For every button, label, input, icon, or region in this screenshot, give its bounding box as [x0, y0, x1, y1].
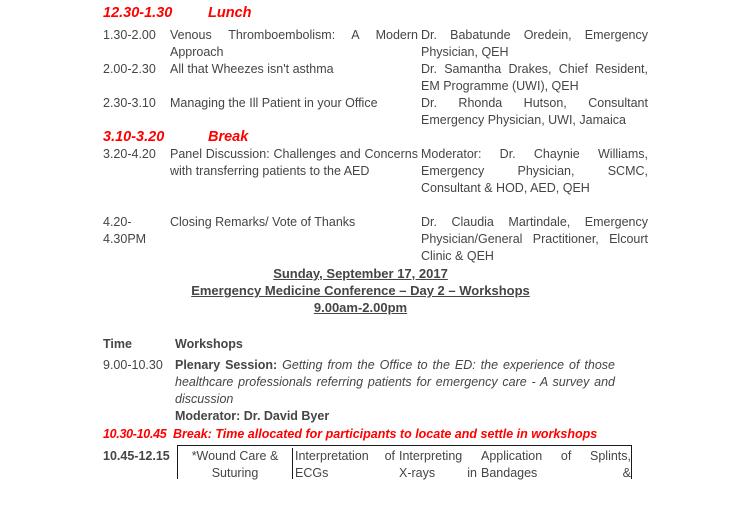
day2-title: Emergency Medicine Conference – Day 2 – …	[191, 283, 530, 298]
workshop-table-row: 10.45-12.15 *Wound Care & Suturing Inter…	[103, 445, 648, 480]
speaker-cell: Moderator: Dr. Chaynie Williams, Emergen…	[421, 147, 648, 195]
time-cell: 4.20-4.30PM	[103, 215, 147, 246]
time-cell: 1.30-2.00	[103, 28, 156, 42]
workshops-column-header: Workshops	[175, 337, 243, 351]
speaker-cell: Dr. Rhonda Hutson, Consultant Emergency …	[421, 96, 648, 127]
speaker-cell: Dr. Samantha Drakes, Chief Resident, EM …	[421, 62, 648, 93]
time-cell: 2.30-3.10	[103, 96, 156, 110]
break-time: 3.10-3.20	[103, 129, 165, 145]
session-title: Venous Thromboembolism: A Modern Approac…	[170, 28, 418, 59]
lunch-break-row: 12.30-1.30 Lunch	[103, 5, 648, 22]
schedule-row: 2.00-2.30 All that Wheezes isn't asthma …	[103, 61, 648, 95]
schedule-row: 3.20-4.20 Panel Discussion: Challenges a…	[103, 146, 648, 197]
session-title: Panel Discussion: Challenges and Concern…	[170, 147, 418, 178]
plenary-label: Plenary Session:	[175, 358, 278, 372]
workshop-table: *Wound Care & Suturing Interpretation of…	[177, 445, 632, 480]
schedule-row: 1.30-2.00 Venous Thromboembolism: A Mode…	[103, 27, 648, 61]
break-label: Lunch	[208, 5, 252, 21]
day2-column-header: Time Workshops	[103, 336, 648, 353]
time-column-header: Time	[103, 337, 132, 351]
time-cell: 3.20-4.20	[103, 147, 156, 161]
day2-break-row: 10.30-10.45 Break: Time allocated for pa…	[103, 426, 648, 443]
break-time: 10.30-10.45	[103, 427, 167, 441]
plenary-topic: Getting from the Office to the ED: the e…	[175, 358, 615, 406]
break-text: Break: Time allocated for participants t…	[173, 427, 598, 441]
schedule-row: 4.20-4.30PM Closing Remarks/ Vote of Tha…	[103, 214, 648, 265]
plenary-session-body: Plenary Session: Getting from the Office…	[175, 357, 615, 425]
plenary-description: Plenary Session: Getting from the Office…	[175, 357, 615, 408]
plenary-moderator: Moderator: Dr. David Byer	[175, 409, 330, 423]
workshop-cell-ecg: Interpretation of ECGs	[295, 449, 395, 480]
break-time: 12.30-1.30	[103, 5, 173, 21]
day2-date: Sunday, September 17, 2017	[273, 266, 448, 281]
plenary-session-row: 9.00-10.30 Plenary Session: Getting from…	[103, 357, 648, 425]
workshop-cell-wound-care: *Wound Care & Suturing	[178, 448, 293, 480]
speaker-cell: Dr. Claudia Martindale, Emergency Physic…	[421, 215, 648, 263]
workshop-cell-xray: Interpreting X-rays in	[399, 449, 477, 480]
workshop-cell-splints: Application of Splints, Bandages &	[481, 449, 631, 480]
schedule-row: 2.30-3.10 Managing the Ill Patient in yo…	[103, 95, 648, 129]
document-page: 12.30-1.30 Lunch 1.30-2.00 Venous Thromb…	[103, 5, 648, 480]
session-title: Managing the Ill Patient in your Office	[170, 96, 378, 110]
session-title: All that Wheezes isn't asthma	[170, 62, 334, 76]
time-cell: 2.00-2.30	[103, 62, 156, 76]
break-label: Break	[208, 129, 249, 145]
afternoon-break-row: 3.10-3.20 Break	[103, 129, 648, 146]
session-title: Closing Remarks/ Vote of Thanks	[170, 215, 356, 229]
time-cell: 9.00-10.30	[103, 358, 163, 372]
day2-heading-block: Sunday, September 17, 2017 Emergency Med…	[103, 265, 618, 316]
day2-hours: 9.00am-2.00pm	[313, 300, 408, 315]
time-cell: 10.45-12.15	[103, 449, 170, 463]
speaker-cell: Dr. Babatunde Oredein, Emergency Physici…	[421, 28, 648, 59]
